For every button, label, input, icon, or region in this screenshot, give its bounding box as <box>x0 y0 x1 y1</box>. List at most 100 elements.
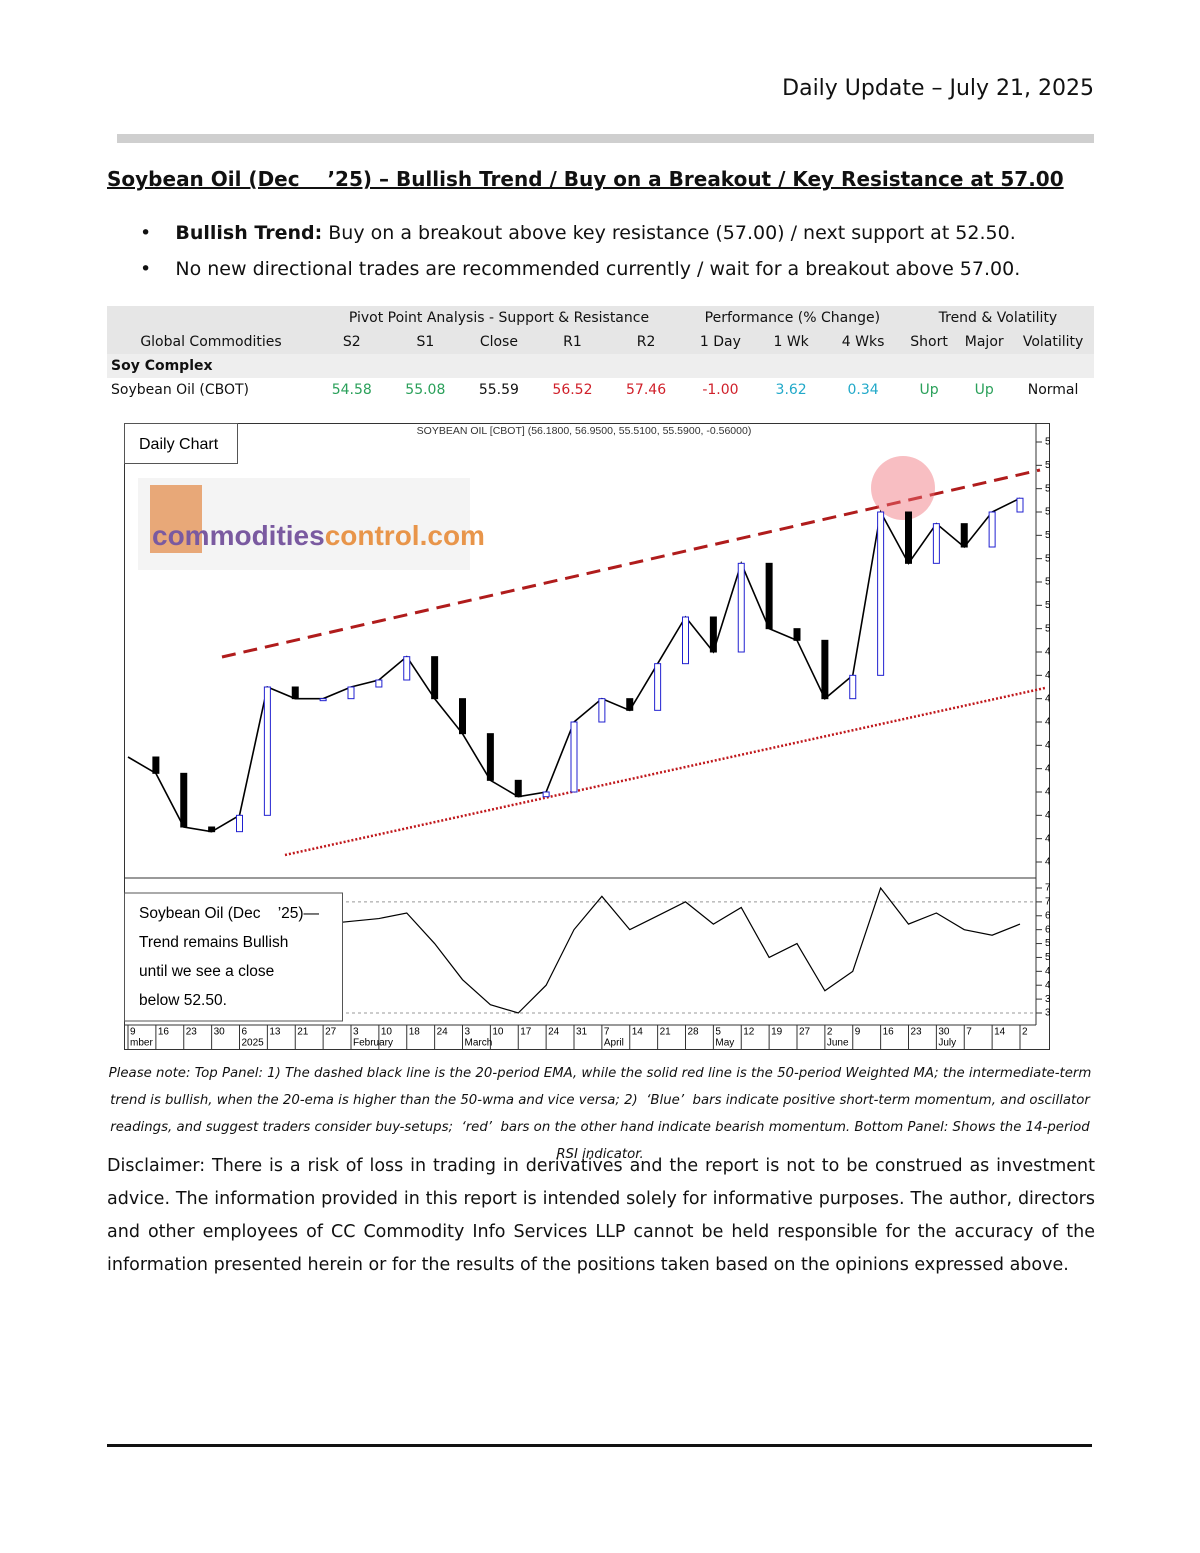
candle <box>180 772 188 828</box>
annotation-line: below 52.50. <box>139 992 227 1009</box>
header-title: Daily Update – July 21, 2025 <box>782 76 1094 101</box>
x-tick-label: 14 <box>632 1027 644 1038</box>
candle <box>709 616 717 653</box>
candle <box>765 562 773 630</box>
month-label: June <box>827 1038 849 1049</box>
x-tick-label: 30 <box>938 1027 950 1038</box>
y-tick-label: 35 <box>1045 994 1050 1005</box>
x-tick-label: 16 <box>158 1027 170 1038</box>
y-tick-label: 65 <box>1045 910 1050 921</box>
cell: 54.58 <box>331 382 372 398</box>
candle <box>236 814 243 833</box>
y-tick-label: 55 <box>1045 938 1050 949</box>
x-tick-label: 7 <box>966 1027 972 1038</box>
y-tick-label: 53 <box>1045 553 1050 564</box>
bullet-text: No new directional trades are recommende… <box>175 258 1021 280</box>
x-tick-label: 23 <box>186 1027 198 1038</box>
x-tick-label: 9 <box>130 1027 136 1038</box>
x-tick-label: 16 <box>883 1027 895 1038</box>
column-header: 4 Wks <box>824 330 902 354</box>
resistance-line <box>221 468 1041 659</box>
y-tick-label: 55 <box>1045 507 1050 518</box>
y-tick-label: 49 <box>1045 647 1050 658</box>
highlight <box>871 456 935 520</box>
candle <box>988 511 996 548</box>
y-tick-label: 57 <box>1045 460 1050 471</box>
x-tick-label: 6 <box>242 1027 248 1038</box>
y-tick-label: 40 <box>1045 857 1050 868</box>
month-label: mber <box>130 1038 153 1049</box>
candle <box>932 523 940 564</box>
annotation-line: Soybean Oil (Dec ’25)— <box>139 905 320 922</box>
logo: commoditiescontrol.com <box>152 520 485 551</box>
x-tick-label: 3 <box>353 1027 359 1038</box>
x-tick-label: 24 <box>437 1027 449 1038</box>
x-tick-label: 23 <box>911 1027 923 1038</box>
candle <box>431 656 439 700</box>
chart-title: SOYBEAN OIL [CBOT] (56.1800, 56.9500, 55… <box>417 425 752 437</box>
candle <box>905 511 912 564</box>
cell: -1.00 <box>702 382 739 398</box>
y-tick-label: 50 <box>1045 623 1050 634</box>
y-tick-label: 46 <box>1045 717 1050 728</box>
candle <box>682 616 689 665</box>
candle <box>542 791 550 798</box>
cell: 55.08 <box>405 382 446 398</box>
cell: 3.62 <box>775 382 807 398</box>
y-tick-label: 41 <box>1045 833 1050 844</box>
column-header: R1 <box>535 330 610 354</box>
x-tick-label: 27 <box>325 1027 337 1038</box>
x-tick-label: 21 <box>660 1027 672 1038</box>
x-tick-label: 10 <box>492 1027 504 1038</box>
group: Performance (% Change) <box>682 306 902 330</box>
candle <box>654 663 662 711</box>
x-tick-label: 3 <box>465 1027 471 1038</box>
candle <box>960 523 968 548</box>
x-tick-label: 7 <box>604 1027 610 1038</box>
cell: 57.46 <box>626 382 667 398</box>
column-header: Global Commodities <box>107 330 315 354</box>
x-tick-label: 28 <box>688 1027 700 1038</box>
y-tick-label: 44 <box>1045 763 1050 774</box>
candle <box>570 721 578 793</box>
label-box <box>124 423 238 464</box>
candle <box>598 698 606 723</box>
bullet-text: Buy on a breakout above key resistance (… <box>322 222 1016 244</box>
cell: 0.34 <box>847 382 879 398</box>
frame <box>124 423 1050 1050</box>
month-label: 2025 <box>242 1038 265 1049</box>
bullet-bold: Bullish Trend: <box>175 222 323 244</box>
candle <box>737 562 745 653</box>
bullet-1: • Bullish Trend: Buy on a breakout above… <box>140 222 1016 244</box>
divider <box>117 134 1094 143</box>
candle <box>1016 497 1024 513</box>
chart: SOYBEAN OIL [CBOT] (56.1800, 56.9500, 55… <box>124 423 1050 1050</box>
column-header: Close <box>462 330 536 354</box>
annotation-line: Trend remains Bullish <box>139 934 288 951</box>
candle <box>459 698 466 735</box>
y-tick-label: 42 <box>1045 810 1050 821</box>
month-label: March <box>465 1038 493 1049</box>
section: Soy Complex <box>107 354 1094 378</box>
x-tick-label: 21 <box>297 1027 309 1038</box>
column-header: S1 <box>388 330 463 354</box>
x-tick-label: 27 <box>799 1027 811 1038</box>
summary-table: Pivot Point Analysis - Support & Resista… <box>107 306 1094 402</box>
candle <box>793 628 801 641</box>
group: Trend & Volatility <box>901 306 1094 330</box>
logo-part: commodities <box>152 520 325 551</box>
x-tick-label: 31 <box>576 1027 588 1038</box>
x-tick-label: 24 <box>548 1027 560 1038</box>
footer-line <box>107 1444 1092 1447</box>
y-tick-label: 60 <box>1045 924 1050 935</box>
month-label: July <box>938 1038 956 1049</box>
y-tick-label: 48 <box>1045 670 1050 681</box>
y-tick-label: 50 <box>1045 952 1050 963</box>
column-header: Major <box>956 330 1013 354</box>
y-tick-label: 40 <box>1045 980 1050 991</box>
candle <box>319 698 327 702</box>
column-header: S2 <box>315 330 389 354</box>
group: Pivot Point Analysis - Support & Resista… <box>315 306 683 330</box>
y-tick-label: 45 <box>1045 740 1050 751</box>
